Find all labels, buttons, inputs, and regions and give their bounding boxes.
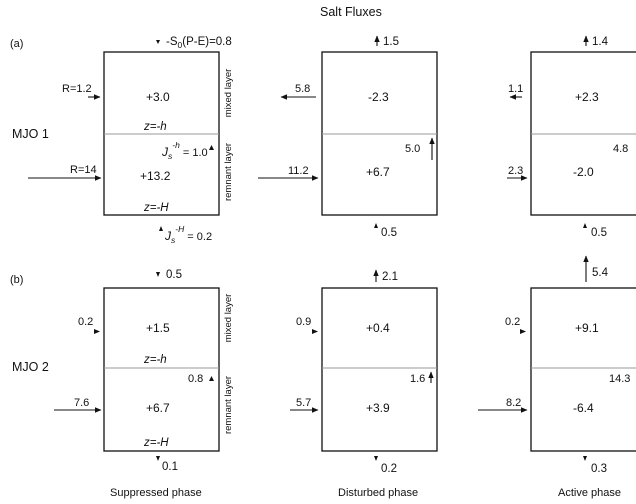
row2-active-remnant-lateral-value: 8.2 xyxy=(506,397,521,409)
row2-disturbed-remnant-lateral-value: 5.7 xyxy=(296,397,311,409)
row2-active-mixed-lateral-value: 0.2 xyxy=(505,316,520,328)
js-H-arrowhead xyxy=(159,226,163,231)
row2-disturbed-remnant-value: +3.9 xyxy=(366,401,390,415)
row1-disturbed-interface-value: 5.0 xyxy=(405,143,420,155)
diagram-title: Salt Fluxes xyxy=(320,5,382,19)
column-label-disturbed: Disturbed phase xyxy=(338,487,418,499)
box-row2-active xyxy=(530,287,636,452)
row2-suppressed-remnant-lateral-value: 7.6 xyxy=(74,397,89,409)
js-H-label: Js-H = 0.2 xyxy=(164,224,212,245)
row2-suppressed-remnant-value: +6.7 xyxy=(146,401,170,415)
row1-active-remnant-lateral-value: 2.3 xyxy=(508,165,523,177)
panel-label-b: (b) xyxy=(10,274,23,286)
row2-active-interface-value: 14.3 xyxy=(609,373,630,385)
surface-flux-label: -S0(P-E)=0.8 xyxy=(166,36,232,50)
row2-suppressed-bottom-value: 0.1 xyxy=(162,461,178,473)
row1-active-bottom-arrowhead xyxy=(583,223,587,228)
row2-disturbed-bottom-arrowhead xyxy=(374,456,378,461)
remnant-layer-label-row2: remnant layer xyxy=(223,376,234,434)
row1-active-top-value: 1.4 xyxy=(592,36,609,48)
row1-disturbed-remnant-lateral-value: 11.2 xyxy=(288,165,309,177)
row2-active-bottom-value: 0.3 xyxy=(591,463,607,475)
mixed-layer-label-row2: mixed layer xyxy=(223,294,234,343)
js-h-label: Js-h = 1.0 xyxy=(161,140,208,161)
row-label-mjo2: MJO 2 xyxy=(12,360,49,374)
box-row2-suppressed xyxy=(103,287,220,452)
box-row1-active xyxy=(530,51,636,216)
column-label-suppressed: Suppressed phase xyxy=(110,487,202,499)
row2-active-top-value: 5.4 xyxy=(592,267,609,279)
row2-active-bottom-arrowhead xyxy=(583,456,587,461)
row1-suppressed-mixed-value: +3.0 xyxy=(146,90,170,104)
row2-disturbed-bottom-value: 0.2 xyxy=(381,463,397,475)
row2-disturbed-mixed-lateral-arrowhead xyxy=(312,329,318,334)
row2-active-mixed-value: +9.1 xyxy=(575,321,599,335)
row2-suppressed-interface-value: 0.8 xyxy=(188,373,203,385)
row-label-mjo1: MJO 1 xyxy=(12,127,49,141)
row2-disturbed-mixed-value: +0.4 xyxy=(366,321,390,335)
column-label-active: Active phase xyxy=(558,487,621,499)
row1-active-bottom-value: 0.5 xyxy=(591,227,607,239)
js-h-arrowhead xyxy=(209,145,214,150)
row2-disturbed-interface-value: 1.6 xyxy=(410,373,425,385)
row2-active-mixed-lateral-arrowhead xyxy=(520,329,526,334)
z-h-label: z=-h xyxy=(143,121,167,133)
row1-disturbed-bottom-value: 0.5 xyxy=(381,227,397,239)
box-row1-suppressed xyxy=(103,51,220,216)
row2-active-remnant-value: -6.4 xyxy=(573,401,594,415)
r-large-label: R=14 xyxy=(70,164,97,176)
row2-suppressed-top-arrowhead xyxy=(156,272,160,277)
z-H-label: z=-H xyxy=(143,202,169,214)
row2-disturbed-mixed-lateral-value: 0.9 xyxy=(296,316,311,328)
row1-active-interface-value: 4.8 xyxy=(613,143,628,155)
row2-suppressed-bottom-arrowhead xyxy=(156,456,160,461)
box-row2-disturbed xyxy=(321,287,438,452)
row2-z-h-label: z=-h xyxy=(143,354,167,366)
row1-suppressed-remnant-value: +13.2 xyxy=(140,169,171,183)
row1-disturbed-mixed-value: -2.3 xyxy=(368,90,389,104)
row2-suppressed-interface-arrowhead xyxy=(209,376,214,381)
r-small-label: R=1.2 xyxy=(62,83,92,95)
row2-z-H-label: z=-H xyxy=(143,437,169,449)
row1-disturbed-bottom-arrowhead xyxy=(374,223,378,228)
row1-disturbed-mixed-lateral-value: 5.8 xyxy=(295,83,310,95)
panel-label-a: (a) xyxy=(10,38,23,50)
row2-disturbed-top-value: 2.1 xyxy=(382,271,398,283)
row1-active-mixed-value: +2.3 xyxy=(575,90,599,104)
remnant-layer-label-row1: remnant layer xyxy=(223,143,234,201)
row2-suppressed-mixed-lateral-arrowhead xyxy=(94,329,100,334)
row1-disturbed-top-value: 1.5 xyxy=(383,36,399,48)
row1-active-remnant-value: -2.0 xyxy=(573,165,594,179)
row2-suppressed-mixed-lateral-value: 0.2 xyxy=(78,316,93,328)
row2-suppressed-mixed-value: +1.5 xyxy=(146,321,170,335)
row2-suppressed-top-value: 0.5 xyxy=(166,269,182,281)
mixed-layer-label-row1: mixed layer xyxy=(223,69,234,118)
box-row1-disturbed xyxy=(321,51,438,216)
row1-disturbed-remnant-value: +6.7 xyxy=(366,165,390,179)
row1-active-mixed-lateral-value: 1.1 xyxy=(508,83,523,95)
surface-flux-arrowhead xyxy=(156,40,160,44)
